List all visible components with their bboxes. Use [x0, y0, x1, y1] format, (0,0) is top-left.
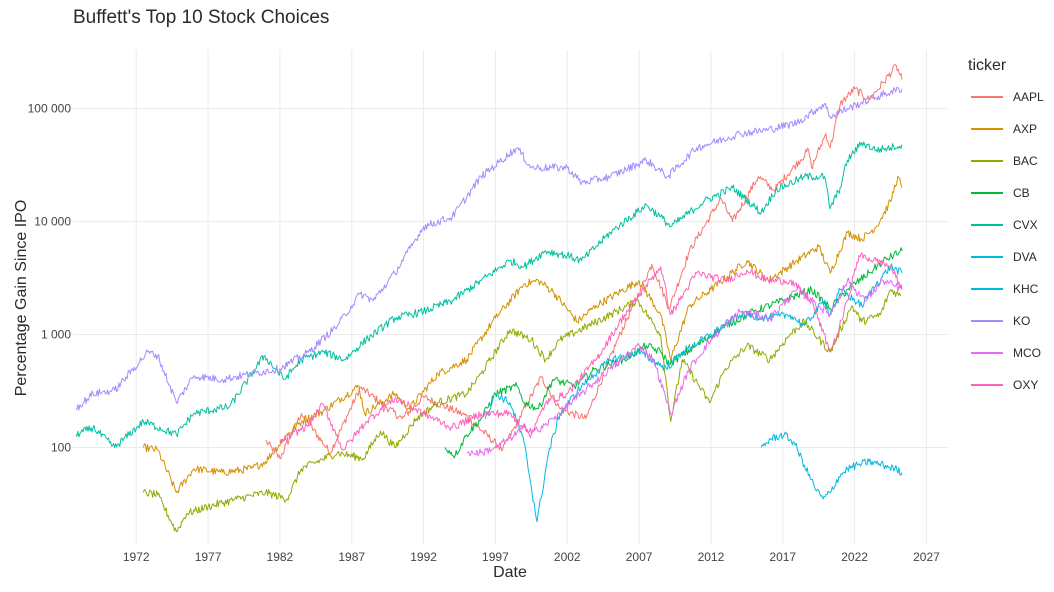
legend-item-axp[interactable]: AXP [968, 113, 1044, 145]
legend-label: AXP [1013, 122, 1038, 136]
legend-item-cb[interactable]: CB [968, 177, 1044, 209]
series-line-dva [484, 263, 903, 523]
legend-swatch [971, 224, 1003, 226]
x-tick-label: 2002 [554, 550, 581, 564]
legend-item-mco[interactable]: MCO [968, 337, 1044, 369]
series-line-khc [760, 431, 903, 500]
legend-label: KHC [1013, 282, 1039, 296]
legend: ticker AAPL AXP BAC CB CVX DVA KHC KO MCO OXY [968, 57, 1044, 401]
grid-lines [73, 50, 948, 544]
series-line-axp [142, 176, 903, 494]
chart-title: Buffett's Top 10 Stock Choices [73, 7, 330, 28]
x-tick-label: 1997 [482, 550, 509, 564]
legend-label: BAC [1013, 154, 1038, 168]
legend-swatch [971, 160, 1003, 162]
legend-swatch [971, 128, 1003, 130]
legend-swatch [971, 256, 1003, 258]
y-tick-label: 10 000 [34, 215, 71, 229]
legend-swatch [971, 320, 1003, 322]
series-line-mco [466, 277, 903, 457]
legend-item-aapl[interactable]: AAPL [968, 81, 1044, 113]
legend-label: OXY [1013, 378, 1039, 392]
legend-items: AAPL AXP BAC CB CVX DVA KHC KO MCO OXY [968, 81, 1044, 401]
x-tick-label: 2012 [698, 550, 725, 564]
legend-item-ko[interactable]: KO [968, 305, 1044, 337]
x-tick-label: 1992 [410, 550, 437, 564]
legend-item-khc[interactable]: KHC [968, 273, 1044, 305]
x-tick-label: 2022 [841, 550, 868, 564]
y-tick-label: 100 [51, 441, 71, 455]
legend-swatch [971, 384, 1003, 386]
legend-label: DVA [1013, 250, 1037, 264]
legend-title: ticker [968, 57, 1007, 74]
legend-item-dva[interactable]: DVA [968, 241, 1044, 273]
legend-swatch [971, 96, 1003, 98]
x-tick-label: 1977 [195, 550, 222, 564]
legend-swatch [971, 352, 1003, 354]
legend-label: CVX [1013, 218, 1038, 232]
series-line-cvx [75, 141, 903, 448]
series-lines [75, 63, 903, 533]
y-tick-label: 100 000 [28, 102, 72, 116]
x-axis-label: Date [493, 564, 527, 581]
series-line-bac [142, 289, 902, 533]
legend-item-cvx[interactable]: CVX [968, 209, 1044, 241]
series-line-oxy [279, 252, 903, 451]
x-tick-label: 2007 [626, 550, 653, 564]
legend-item-oxy[interactable]: OXY [968, 369, 1044, 401]
x-axis-ticks: 1972 1977 1982 1987 1992 1997 2002 2007 2012 2017… [123, 550, 940, 564]
x-tick-label: 2017 [769, 550, 796, 564]
series-line-aapl [265, 63, 903, 460]
series-line-ko [75, 86, 903, 411]
series-line-cb [444, 247, 903, 459]
legend-swatch [971, 288, 1003, 290]
y-axis-label: Percentage Gain Since IPO [13, 199, 30, 397]
legend-label: AAPL [1013, 90, 1044, 104]
x-tick-label: 1987 [338, 550, 365, 564]
y-axis-ticks: 100 1 000 10 000 100 000 [28, 102, 72, 455]
legend-label: MCO [1013, 346, 1041, 360]
y-tick-label: 1 000 [41, 328, 71, 342]
x-tick-label: 2027 [913, 550, 940, 564]
legend-item-bac[interactable]: BAC [968, 145, 1044, 177]
x-tick-label: 1972 [123, 550, 150, 564]
x-tick-label: 1982 [267, 550, 294, 564]
legend-label: CB [1013, 186, 1030, 200]
legend-swatch [971, 192, 1003, 194]
legend-label: KO [1013, 314, 1031, 328]
